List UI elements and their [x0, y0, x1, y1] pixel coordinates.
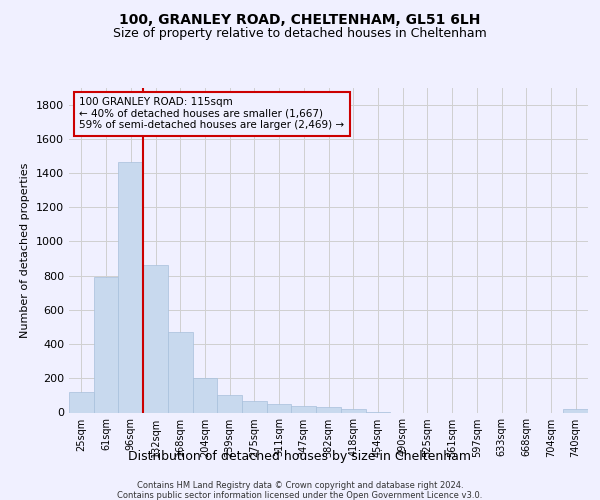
Bar: [316, 408, 341, 412]
Bar: [118, 162, 143, 412]
Bar: [242, 402, 267, 412]
Text: 100, GRANLEY ROAD, CHELTENHAM, GL51 6LH: 100, GRANLEY ROAD, CHELTENHAM, GL51 6LH: [119, 12, 481, 26]
Bar: [193, 378, 217, 412]
Bar: [563, 409, 588, 412]
Text: Contains HM Land Registry data © Crown copyright and database right 2024.: Contains HM Land Registry data © Crown c…: [137, 481, 463, 490]
Text: Distribution of detached houses by size in Cheltenham: Distribution of detached houses by size …: [128, 450, 472, 463]
Bar: [168, 332, 193, 412]
Bar: [217, 396, 242, 412]
Y-axis label: Number of detached properties: Number of detached properties: [20, 162, 31, 338]
Bar: [94, 276, 118, 412]
Text: Size of property relative to detached houses in Cheltenham: Size of property relative to detached ho…: [113, 28, 487, 40]
Bar: [69, 392, 94, 412]
Bar: [341, 408, 365, 412]
Bar: [143, 266, 168, 412]
Text: 100 GRANLEY ROAD: 115sqm
← 40% of detached houses are smaller (1,667)
59% of sem: 100 GRANLEY ROAD: 115sqm ← 40% of detach…: [79, 97, 344, 130]
Bar: [292, 406, 316, 412]
Bar: [267, 404, 292, 412]
Text: Contains public sector information licensed under the Open Government Licence v3: Contains public sector information licen…: [118, 491, 482, 500]
